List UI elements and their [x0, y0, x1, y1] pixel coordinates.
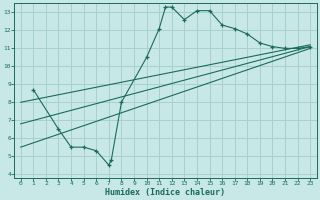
X-axis label: Humidex (Indice chaleur): Humidex (Indice chaleur): [106, 188, 226, 197]
